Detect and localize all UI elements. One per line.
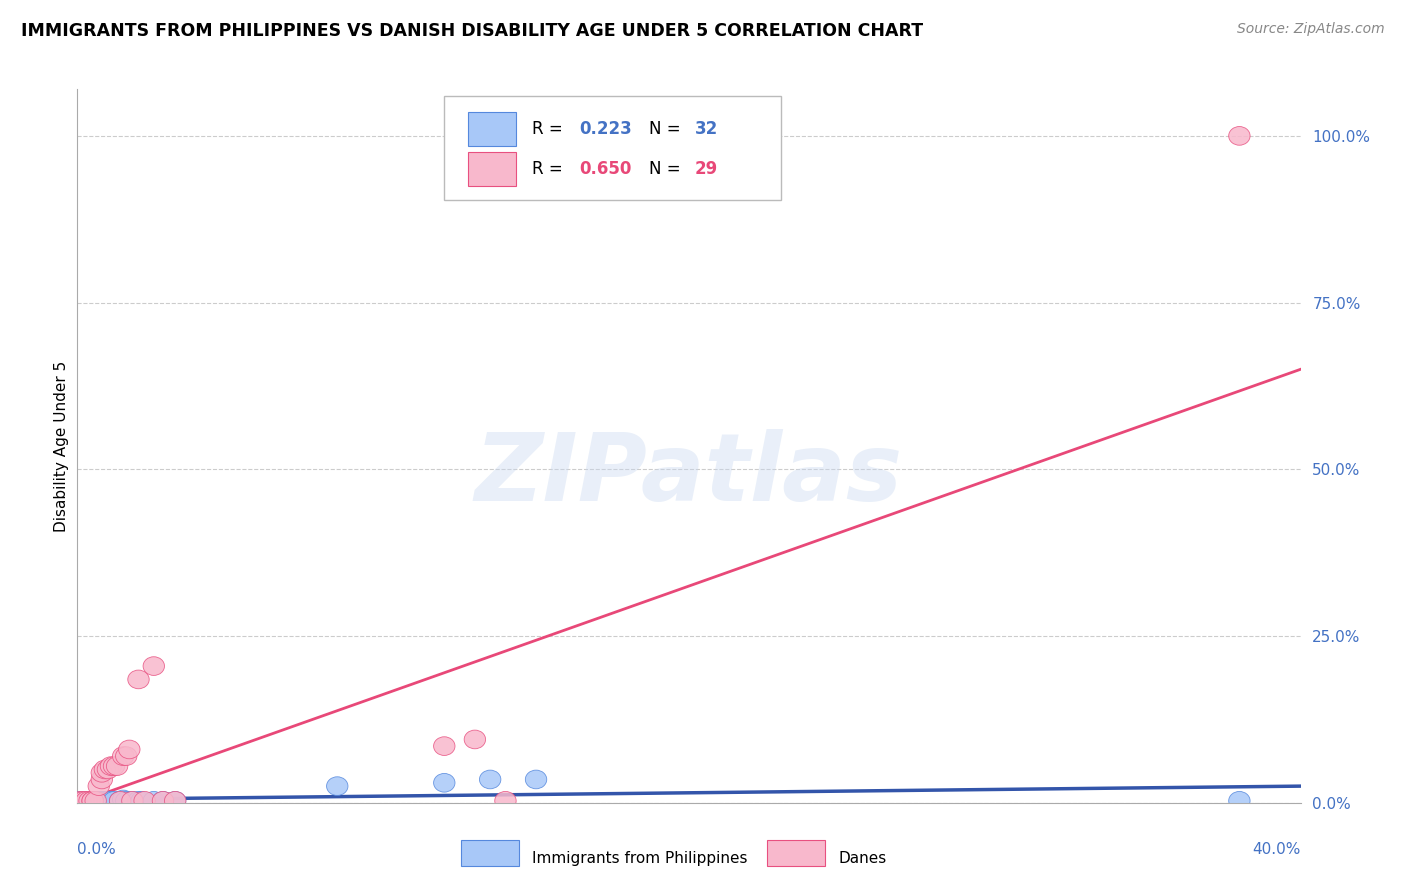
Ellipse shape [165, 791, 186, 810]
Ellipse shape [433, 773, 456, 792]
Ellipse shape [91, 791, 112, 810]
Ellipse shape [94, 760, 115, 779]
Ellipse shape [479, 770, 501, 789]
Ellipse shape [89, 791, 110, 810]
Ellipse shape [79, 791, 100, 810]
Ellipse shape [112, 747, 134, 765]
Ellipse shape [128, 670, 149, 689]
Ellipse shape [118, 740, 141, 759]
Ellipse shape [495, 791, 516, 810]
Text: R =: R = [533, 120, 568, 137]
Ellipse shape [122, 791, 143, 810]
Ellipse shape [433, 737, 456, 756]
FancyBboxPatch shape [468, 153, 516, 186]
Ellipse shape [100, 756, 122, 775]
Ellipse shape [103, 756, 125, 775]
Ellipse shape [76, 791, 97, 810]
Text: IMMIGRANTS FROM PHILIPPINES VS DANISH DISABILITY AGE UNDER 5 CORRELATION CHART: IMMIGRANTS FROM PHILIPPINES VS DANISH DI… [21, 22, 924, 40]
Ellipse shape [152, 791, 174, 810]
Ellipse shape [89, 791, 110, 810]
Ellipse shape [1229, 791, 1250, 810]
Ellipse shape [82, 791, 103, 810]
Ellipse shape [464, 731, 485, 748]
Ellipse shape [107, 756, 128, 775]
Ellipse shape [84, 791, 107, 810]
Ellipse shape [91, 791, 112, 810]
Text: N =: N = [648, 120, 686, 137]
Ellipse shape [73, 791, 94, 810]
Text: 0.223: 0.223 [579, 120, 631, 137]
Text: Source: ZipAtlas.com: Source: ZipAtlas.com [1237, 22, 1385, 37]
Ellipse shape [82, 791, 103, 810]
Ellipse shape [97, 760, 118, 779]
Text: ZIPatlas: ZIPatlas [475, 428, 903, 521]
Text: Danes: Danes [838, 851, 886, 866]
Ellipse shape [143, 657, 165, 675]
Text: Immigrants from Philippines: Immigrants from Philippines [533, 851, 748, 866]
FancyBboxPatch shape [768, 839, 825, 866]
Ellipse shape [115, 747, 136, 765]
Ellipse shape [1229, 127, 1250, 145]
Text: 0.0%: 0.0% [77, 842, 117, 857]
Ellipse shape [84, 791, 107, 810]
Ellipse shape [82, 791, 103, 810]
Text: 32: 32 [695, 120, 718, 137]
Ellipse shape [143, 791, 165, 810]
Text: 0.650: 0.650 [579, 161, 631, 178]
Ellipse shape [76, 791, 97, 810]
Ellipse shape [97, 791, 118, 810]
Ellipse shape [70, 791, 91, 810]
FancyBboxPatch shape [468, 112, 516, 145]
Text: 29: 29 [695, 161, 718, 178]
Ellipse shape [82, 791, 103, 810]
Ellipse shape [122, 791, 143, 810]
Text: N =: N = [648, 161, 686, 178]
Ellipse shape [526, 770, 547, 789]
Ellipse shape [165, 791, 186, 810]
Text: R =: R = [533, 161, 568, 178]
Ellipse shape [76, 791, 97, 810]
Ellipse shape [94, 791, 115, 810]
Ellipse shape [70, 791, 91, 810]
Ellipse shape [91, 770, 112, 789]
Ellipse shape [79, 791, 100, 810]
Ellipse shape [131, 791, 152, 810]
Ellipse shape [128, 791, 149, 810]
FancyBboxPatch shape [461, 839, 519, 866]
Ellipse shape [91, 764, 112, 782]
Ellipse shape [73, 791, 94, 810]
Ellipse shape [115, 791, 136, 810]
Y-axis label: Disability Age Under 5: Disability Age Under 5 [53, 360, 69, 532]
Ellipse shape [110, 791, 131, 810]
Ellipse shape [73, 791, 94, 810]
FancyBboxPatch shape [444, 96, 780, 200]
Ellipse shape [89, 777, 110, 796]
Ellipse shape [326, 777, 347, 796]
Ellipse shape [112, 790, 134, 809]
Ellipse shape [100, 791, 122, 810]
Ellipse shape [110, 791, 131, 810]
Ellipse shape [134, 791, 155, 810]
Ellipse shape [84, 791, 107, 810]
Text: 40.0%: 40.0% [1253, 842, 1301, 857]
Ellipse shape [152, 791, 174, 810]
Ellipse shape [103, 791, 125, 810]
